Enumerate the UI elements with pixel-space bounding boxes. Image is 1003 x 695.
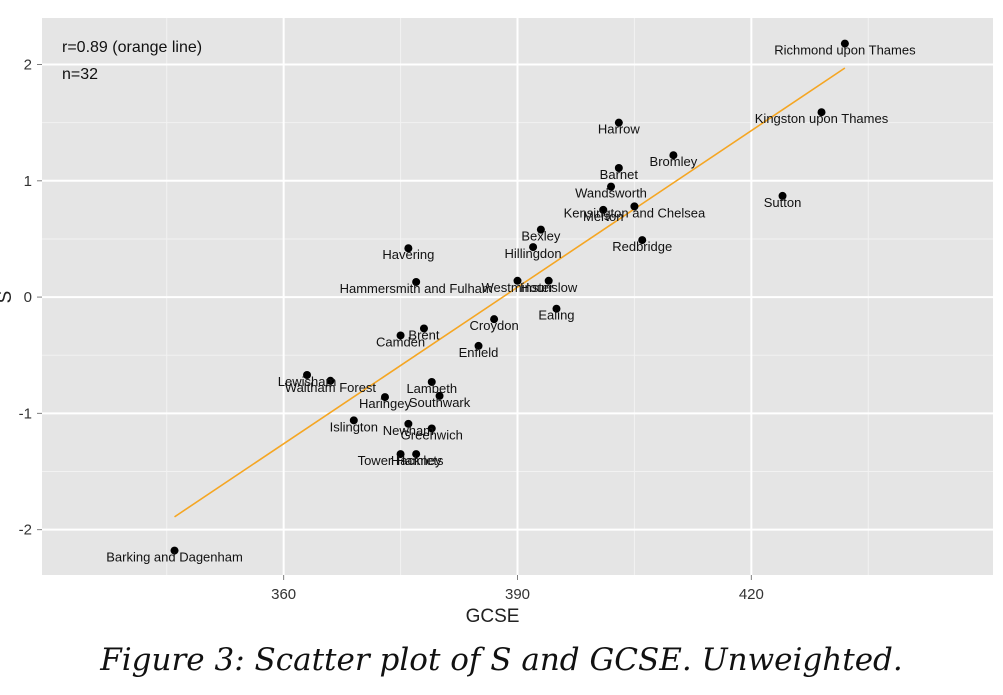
data-point [817,108,826,117]
fit-line [174,67,846,518]
data-point [630,202,639,211]
data-point [474,341,483,350]
point-label: Islington [330,419,378,434]
data-point [349,416,358,425]
point-label: Camden [376,334,425,349]
point-label: Hammersmith and Fulham [340,281,493,296]
x-axis-label: GCSE [466,606,520,627]
point-label: Croydon [470,318,519,333]
data-point [396,331,405,340]
data-points [170,39,849,555]
data-point [513,276,522,285]
scatter-chart: 360 390 420 -2 -1 0 1 2 Richmond upon Thames Kin… [0,18,993,627]
data-point [529,243,538,252]
data-point [669,151,678,160]
data-point [396,450,405,459]
point-label: Wandsworth [575,186,647,201]
data-point [427,377,436,386]
point-label: Kensington and Chelsea [564,205,706,220]
major-grid [42,18,993,575]
point-label: Harrow [598,122,641,137]
data-point [607,182,616,191]
annotation-n: n=32 [62,66,98,83]
data-point [778,191,787,200]
data-point [552,304,561,313]
point-label: Hounslow [520,280,578,295]
point-label: Newham [383,423,434,438]
data-point [380,393,389,402]
figure-caption: Figure 3: Scatter plot of S and GCSE. Un… [100,642,903,678]
data-point [599,205,608,214]
data-point [435,391,444,400]
x-tick-label: 390 [505,586,530,603]
data-point [326,376,335,385]
y-tick-label: 1 [24,173,32,190]
y-tick-label: -2 [19,522,32,539]
point-label: Lambeth [406,381,457,396]
point-label: Barnet [600,167,639,182]
axis-ticks: 360 390 420 -2 -1 0 1 2 [19,57,764,603]
point-label: Waltham Forest [285,380,377,395]
point-label: Lewisham [278,374,337,389]
point-label: Brent [408,327,439,342]
point-label: Enfield [459,345,499,360]
point-label: Hackney [391,453,442,468]
x-tick-label: 420 [739,586,764,603]
point-label: Ealing [538,308,574,323]
y-tick-label: -1 [19,405,32,422]
point-label: Hillingdon [505,246,562,261]
data-point [536,225,545,234]
y-tick-label: 0 [24,289,32,306]
data-point [427,424,436,433]
point-label: Tower Hamlets [358,453,444,468]
point-label: Richmond upon Thames [774,43,916,58]
annotation-r: r=0.89 (orange line) [62,39,202,56]
data-point [404,244,413,253]
point-label: Sutton [764,195,802,210]
data-point [544,276,553,285]
data-point [412,450,421,459]
point-labels: Richmond upon Thames Kingston upon Thames… [106,43,916,565]
data-point [840,39,849,48]
point-label: Merton [583,209,623,224]
data-point [614,164,623,173]
point-label: Redbridge [612,239,672,254]
data-point [404,419,413,428]
point-label: Haringey [359,396,412,411]
data-point [412,277,421,286]
point-label: Southwark [409,395,471,410]
x-tick-label: 360 [271,586,296,603]
point-label: Westminster [482,280,555,295]
data-point [490,315,499,324]
scatter-figure: 360 390 420 -2 -1 0 1 2 Richmond upon Thames Kin… [0,18,993,627]
y-axis-label: S [0,291,16,304]
data-point [614,118,623,127]
point-label: Greenwich [401,427,463,442]
data-point [170,546,179,555]
data-point [638,236,647,245]
point-label: Bromley [650,154,698,169]
point-label: Bexley [521,229,561,244]
data-point [419,324,428,333]
point-label: Kingston upon Thames [755,111,889,126]
y-tick-label: 2 [24,57,32,74]
point-label: Havering [382,247,434,262]
data-point [303,370,312,379]
point-label: Barking and Dagenham [106,550,243,565]
